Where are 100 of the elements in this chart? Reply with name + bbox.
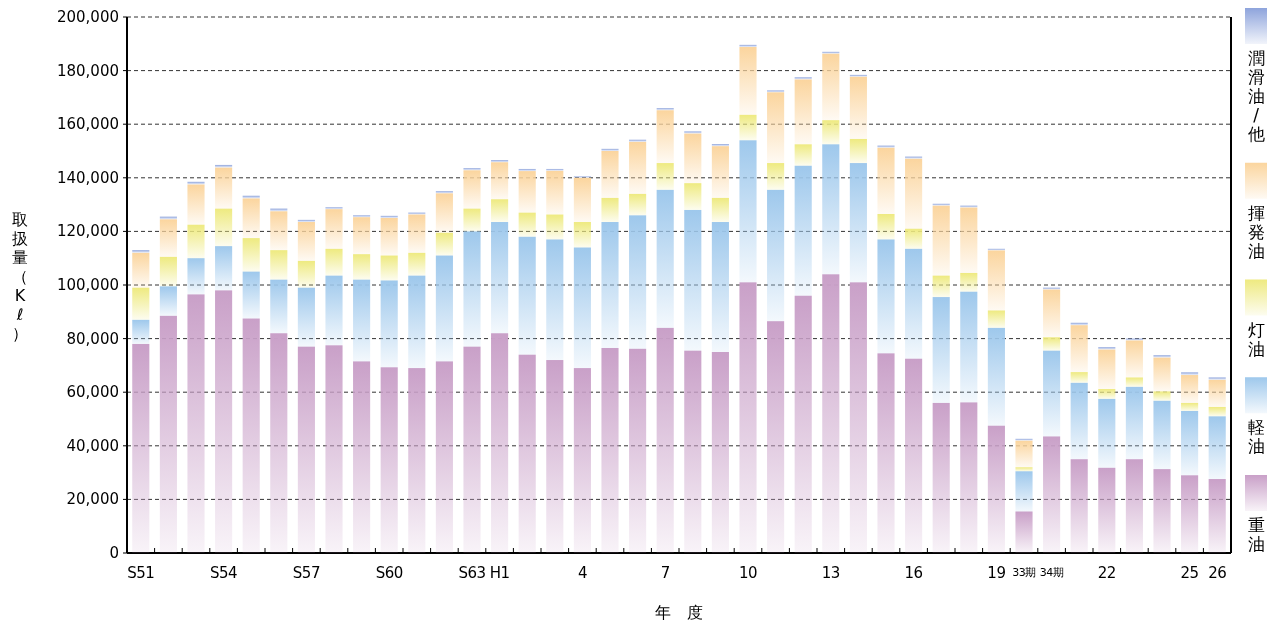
bar [1043,436,1061,553]
bar [491,199,509,223]
x-axis-title: 年 度 [655,603,703,622]
bar [215,208,233,247]
bar [1153,355,1171,358]
bar [1153,357,1171,392]
bar [1098,467,1116,553]
bar [297,222,315,261]
bar [435,193,453,233]
bar [1125,377,1143,387]
bar [1153,400,1171,470]
bar [1181,375,1199,403]
bar [739,44,757,48]
x-tick-label: 25 [1180,564,1199,582]
bar [297,260,315,288]
y-tick-label: 40,000 [66,436,119,455]
bar [739,282,757,553]
bar [629,141,647,194]
bar [215,246,233,291]
bar [711,197,729,223]
bar [656,189,674,328]
bar [1181,410,1199,476]
bar [546,360,564,553]
bar [905,156,923,159]
bar [877,145,895,148]
bar [242,238,260,272]
bar [656,163,674,190]
bar [1208,406,1226,417]
bar [794,165,812,296]
bar [1070,382,1088,460]
x-tick-label: S60 [375,564,403,582]
bar [656,110,674,164]
bar [1015,440,1033,468]
x-tick-label: 26 [1208,564,1227,582]
y-tick-label: 60,000 [66,383,119,402]
bar [132,250,150,253]
x-tick-label: S51 [127,564,155,582]
bar [1098,388,1116,399]
bar [656,327,674,553]
bar [353,279,371,362]
bar [1043,289,1061,338]
bar [822,144,840,275]
x-tick-label: 16 [904,564,923,582]
x-tick-label: 22 [1097,564,1116,582]
bar [491,333,509,553]
bar [629,215,647,349]
bar [270,250,288,280]
bar [987,310,1005,328]
x-tick-label: 10 [738,564,758,582]
bar [353,254,371,280]
bar [491,160,509,163]
bar [794,79,812,145]
bar [1070,459,1088,553]
bar [932,205,950,276]
bar [1015,467,1033,472]
x-tick-label: S63 [458,564,486,582]
bar [794,77,812,80]
bar [601,347,619,553]
bar [684,209,702,351]
bar [767,321,785,553]
bar [960,402,978,553]
bar [601,148,619,151]
bar [1070,372,1088,383]
x-tick-label: 13 [821,564,840,582]
bar [849,163,867,283]
bar [463,231,481,347]
bar [905,358,923,553]
x-tick-label: 7 [660,564,670,582]
bar [518,171,536,213]
legend-label: 軽油 [1247,417,1265,457]
bar [656,108,674,111]
bar [629,193,647,216]
bar [159,256,177,287]
bar [739,47,757,115]
bar [215,167,233,209]
bar [518,212,536,237]
bar [1043,337,1061,351]
bar [132,252,150,288]
bar [877,147,895,214]
bar [905,248,923,359]
bar [767,92,785,164]
bar [684,133,702,184]
bar [960,207,978,273]
bar [684,183,702,210]
bar [905,158,923,229]
bar [463,346,481,553]
bar [546,170,564,215]
bar [380,218,398,256]
bar [905,228,923,249]
bar [132,343,150,553]
bar [215,164,233,168]
bar [187,181,205,185]
bar [380,367,398,553]
bar [518,236,536,355]
bar [1125,459,1143,553]
bar [822,120,840,145]
bar [849,76,867,139]
bar [767,189,785,322]
bar [380,215,398,218]
bar [1153,469,1171,553]
